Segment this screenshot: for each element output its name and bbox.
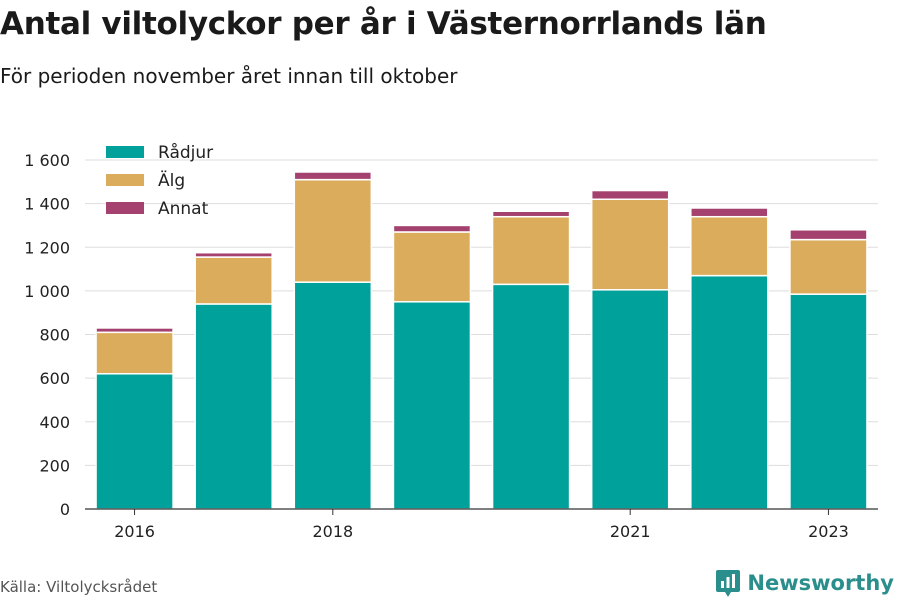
legend-label-annat: Annat — [158, 199, 209, 219]
bar-annat-2017 — [194, 251, 273, 258]
brand-name: Newsworthy — [747, 571, 894, 595]
bar-älg-2022 — [690, 215, 769, 277]
bar-annat-2016 — [95, 327, 174, 334]
y-tick-label: 400 — [39, 413, 70, 432]
legend-swatch-annat — [106, 202, 144, 214]
legend-label-älg: Älg — [158, 170, 185, 191]
bar-älg-2019 — [392, 231, 472, 303]
bar-rådjur-2017 — [194, 303, 273, 510]
chart-subtitle: För perioden november året innan till ok… — [0, 64, 458, 88]
legend-swatch-rådjur — [106, 146, 144, 158]
x-tick-label: 2016 — [114, 522, 155, 541]
y-tick-label: 1 200 — [24, 238, 70, 257]
bar-älg-2023 — [789, 238, 868, 295]
bar-rådjur-2023 — [789, 293, 868, 510]
y-tick-label: 1 000 — [24, 282, 70, 301]
legend-swatch-älg — [106, 174, 144, 186]
y-tick-label: 600 — [39, 369, 70, 388]
bar-älg-2016 — [95, 331, 174, 375]
brand-logo: Newsworthy — [715, 568, 894, 598]
y-tick-label: 200 — [39, 456, 70, 475]
bar-rådjur-2020 — [491, 283, 571, 510]
bar-annat-2019 — [392, 224, 472, 233]
bar-älg-2017 — [194, 256, 273, 305]
y-tick-label: 1 400 — [24, 195, 70, 214]
chart-title: Antal viltolyckor per år i Västernorrlan… — [0, 6, 767, 42]
bar-rådjur-2019 — [392, 301, 472, 510]
bar-annat-2022 — [690, 207, 769, 218]
y-tick-label: 800 — [39, 326, 70, 345]
bar-annat-2020 — [491, 210, 571, 218]
x-tick-label: 2023 — [808, 522, 849, 541]
bar-rådjur-2018 — [293, 281, 373, 510]
source-note: Källa: Viltolycksrådet — [0, 578, 158, 596]
newsworthy-logo-icon — [716, 570, 741, 597]
bar-älg-2018 — [293, 178, 373, 283]
bar-älg-2021 — [590, 198, 670, 291]
y-tick-label: 0 — [60, 500, 70, 519]
x-tick-label: 2018 — [312, 522, 353, 541]
legend-label-rådjur: Rådjur — [158, 142, 213, 163]
bar-älg-2020 — [491, 215, 571, 286]
bar-annat-2021 — [590, 189, 670, 201]
bar-rådjur-2016 — [95, 373, 174, 510]
y-tick-label: 1 600 — [24, 151, 70, 170]
bar-rådjur-2022 — [690, 274, 769, 510]
x-tick-label: 2021 — [610, 522, 651, 541]
bar-rådjur-2021 — [590, 289, 670, 510]
bar-annat-2023 — [789, 229, 868, 241]
bar-annat-2018 — [293, 171, 373, 181]
